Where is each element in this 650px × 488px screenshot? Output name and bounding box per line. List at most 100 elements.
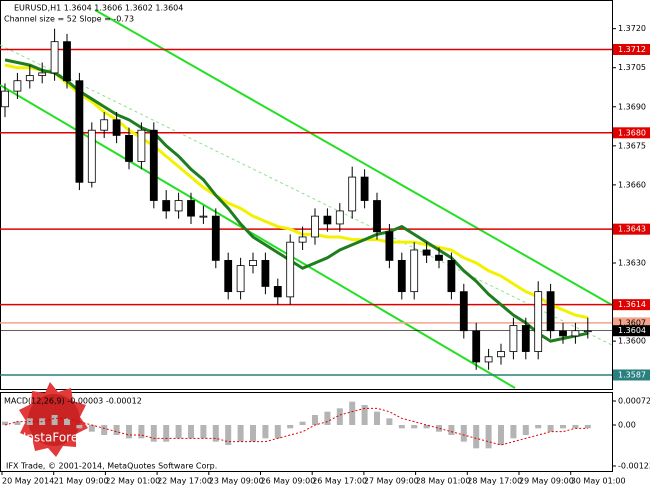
macd-bar: [2, 421, 8, 425]
candle-body: [348, 176, 357, 212]
candle-body: [571, 330, 580, 337]
candle-body: [459, 291, 468, 332]
logo-text: InstaForex: [23, 431, 85, 445]
candle-body: [385, 231, 394, 261]
channel-upper: [94, 9, 613, 306]
candle-body: [211, 215, 220, 261]
level-label: 1.3680: [618, 128, 646, 137]
level-tag: [613, 325, 650, 337]
candle-body: [13, 80, 22, 92]
chart-title: EURUSD,H1 1.3604 1.3606 1.3602 1.3604: [14, 4, 183, 13]
macd-bar: [262, 425, 269, 439]
macd-bar: [76, 425, 83, 429]
candle-body: [137, 129, 146, 162]
candle-body: [484, 356, 493, 363]
candle-body: [38, 72, 47, 76]
y-tick-label: 1.3705: [618, 63, 646, 72]
level-label: 1.3712: [618, 45, 646, 54]
candle-body: [497, 351, 505, 358]
candle-body: [1, 90, 9, 108]
macd-tick-label: 0.00072: [618, 397, 650, 406]
x-tick-label: 29 May 09:00: [519, 477, 574, 486]
macd-bar: [14, 421, 21, 425]
macd-bar: [436, 425, 442, 432]
macd-bar: [150, 425, 157, 442]
macd-bar: [200, 425, 207, 439]
candle-body: [397, 260, 406, 293]
level-label: 1.3643: [618, 225, 646, 234]
macd-bar: [398, 425, 405, 429]
macd-tick-label: -0.00123: [618, 462, 650, 471]
x-tick-label: 22 May 01:00: [105, 477, 160, 486]
candle-body: [236, 265, 245, 293]
candle-body: [261, 260, 270, 287]
candle-body: [125, 135, 133, 162]
footer: IFX Trade, © 2001-2014, MetaQuotes Softw…: [6, 462, 217, 471]
candle-body: [75, 80, 84, 183]
macd-bar: [324, 411, 331, 425]
candle-body: [534, 291, 543, 352]
candle-body: [435, 254, 443, 261]
candle-body: [559, 330, 567, 337]
x-tick-label: 26 May 17:00: [312, 477, 367, 486]
candle-body: [335, 210, 344, 225]
macd-bar: [250, 425, 256, 442]
macd-bar: [225, 425, 232, 445]
macd-bar: [113, 425, 120, 435]
macd-bar: [237, 425, 244, 442]
level-tag: [613, 299, 650, 311]
level-label: 1.3587: [618, 370, 646, 379]
price-panel: [0, 0, 613, 390]
macd-bar: [88, 425, 95, 432]
macd-bar: [374, 411, 380, 425]
x-tick-label: 28 May 17:00: [467, 477, 522, 486]
y-tick-label: 1.3675: [618, 141, 646, 150]
x-tick-label: 23 May 09:00: [209, 477, 264, 486]
x-tick-label: 20 May 2014: [2, 477, 54, 486]
candle-body: [546, 291, 555, 332]
candle-body: [410, 249, 419, 293]
macd-bar: [498, 425, 504, 445]
macd-bar: [299, 421, 306, 425]
moving-average: [4, 58, 589, 343]
candle-body: [50, 41, 59, 74]
x-tick-label: 27 May 09:00: [364, 477, 419, 486]
macd-bar: [584, 425, 591, 429]
macd-bar: [64, 418, 70, 425]
candle-body: [187, 200, 195, 217]
macd-bar: [535, 425, 542, 429]
x-tick-label: 22 May 17:00: [157, 477, 212, 486]
level-label: 1.3614: [618, 300, 646, 309]
candle-body: [472, 330, 481, 363]
chart-subtitle: Channel size = 52 Slope = -0.73: [4, 15, 134, 24]
candle-body: [25, 75, 34, 82]
level-label: 1.3604: [618, 326, 646, 335]
candle-body: [112, 119, 121, 136]
macd-signal: [4, 407, 588, 446]
x-tick-label: 21 May 09:00: [54, 477, 109, 486]
candle-body: [162, 200, 171, 212]
candle-body: [298, 236, 307, 243]
macd-bar: [485, 425, 492, 449]
candle-body: [583, 330, 592, 333]
macd-bar: [51, 415, 58, 425]
candle-body: [174, 200, 183, 212]
x-tick-label: 26 May 09:00: [261, 477, 316, 486]
candle-body: [521, 325, 530, 352]
macd-bar: [547, 425, 554, 432]
macd-bar: [411, 425, 418, 429]
macd-bar: [349, 401, 356, 425]
macd-bar: [522, 425, 529, 435]
moving-average: [4, 63, 589, 320]
macd-bar: [473, 425, 480, 449]
macd-bar: [386, 418, 393, 425]
level-tag: [613, 127, 650, 139]
macd-bar: [188, 425, 194, 439]
y-tick-label: 1.3720: [618, 24, 646, 33]
candle-body: [509, 325, 518, 352]
level-label: 1.3607: [618, 318, 646, 327]
macd-bar: [101, 425, 108, 435]
candle-body: [273, 286, 282, 298]
macd-bar: [312, 415, 318, 425]
